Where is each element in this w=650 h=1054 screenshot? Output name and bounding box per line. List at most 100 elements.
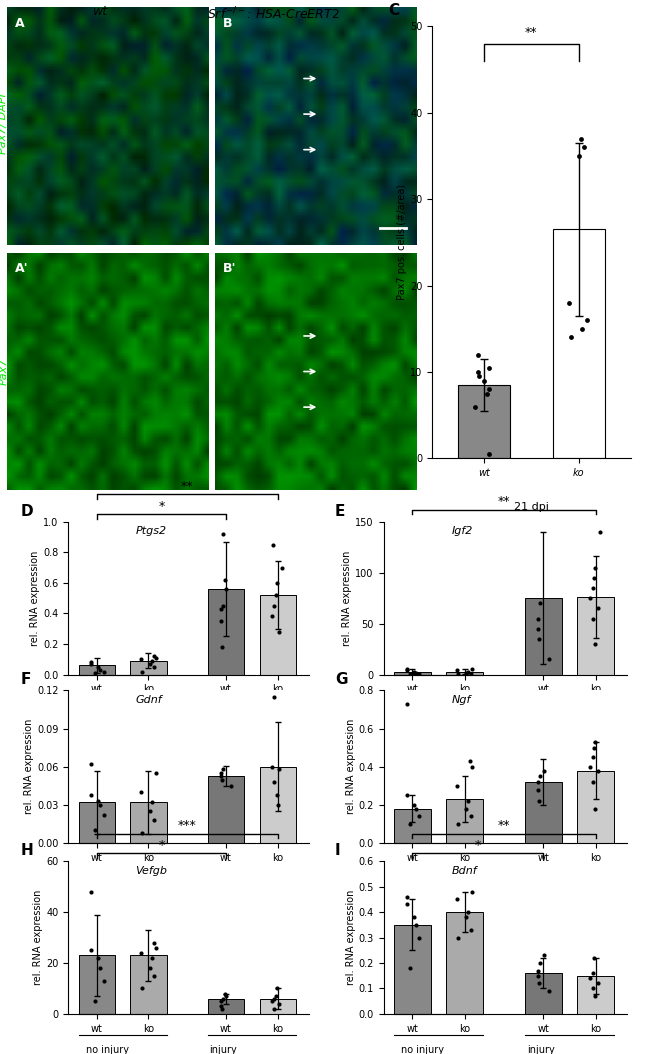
Point bbox=[136, 944, 146, 961]
Point bbox=[136, 824, 147, 841]
Point bbox=[272, 574, 282, 591]
Point bbox=[145, 959, 155, 976]
Point bbox=[588, 748, 598, 765]
Point bbox=[590, 800, 600, 817]
Text: ***: *** bbox=[178, 819, 196, 832]
Point bbox=[534, 975, 544, 992]
Point bbox=[452, 778, 462, 795]
Point bbox=[99, 806, 109, 823]
Point bbox=[579, 139, 590, 156]
Point bbox=[136, 784, 146, 801]
Point bbox=[95, 662, 105, 679]
Point bbox=[452, 930, 463, 946]
Text: G: G bbox=[335, 672, 347, 687]
Point bbox=[474, 368, 484, 385]
Point bbox=[221, 988, 231, 1004]
Point bbox=[151, 939, 161, 956]
Point bbox=[577, 320, 588, 337]
Point bbox=[414, 808, 424, 825]
Bar bbox=[259, 596, 296, 675]
Text: injury: injury bbox=[209, 1045, 237, 1054]
Bar bbox=[525, 782, 562, 843]
Point bbox=[573, 148, 584, 164]
Text: injury: injury bbox=[527, 1045, 554, 1054]
Point bbox=[216, 993, 226, 1010]
Point bbox=[411, 800, 421, 817]
Point bbox=[535, 768, 545, 785]
Bar bbox=[394, 924, 431, 1014]
Point bbox=[484, 446, 495, 463]
Point bbox=[99, 663, 109, 680]
Point bbox=[86, 942, 97, 959]
Bar bbox=[394, 808, 431, 843]
Text: injury: injury bbox=[527, 874, 554, 883]
Point bbox=[588, 950, 599, 967]
Point bbox=[575, 131, 586, 148]
Bar bbox=[577, 770, 614, 843]
Point bbox=[86, 883, 97, 900]
Point bbox=[220, 985, 230, 1002]
Point bbox=[402, 787, 412, 804]
Text: no injury: no injury bbox=[401, 705, 445, 715]
Point bbox=[535, 955, 545, 972]
Point bbox=[585, 759, 595, 776]
Point bbox=[136, 650, 146, 668]
Y-axis label: rel. RNA expression: rel. RNA expression bbox=[346, 890, 356, 985]
Bar bbox=[79, 802, 115, 843]
Point bbox=[218, 598, 228, 614]
Point bbox=[151, 649, 161, 666]
Point bbox=[146, 950, 157, 967]
Bar bbox=[577, 976, 614, 1014]
Bar bbox=[79, 955, 115, 1014]
Bar bbox=[394, 671, 431, 675]
Y-axis label: rel. RNA expression: rel. RNA expression bbox=[343, 550, 352, 646]
Point bbox=[269, 991, 280, 1008]
Text: Ptgs2: Ptgs2 bbox=[136, 526, 166, 536]
Point bbox=[218, 991, 228, 1008]
Text: Gdnf: Gdnf bbox=[136, 695, 162, 705]
Point bbox=[221, 581, 231, 598]
Bar bbox=[259, 767, 296, 843]
Text: *: * bbox=[158, 500, 164, 512]
Bar bbox=[130, 802, 166, 843]
Text: A: A bbox=[14, 17, 24, 30]
Point bbox=[588, 580, 598, 597]
Y-axis label: Pax7 pos. cells (#/area): Pax7 pos. cells (#/area) bbox=[397, 184, 408, 300]
Point bbox=[592, 600, 603, 617]
Point bbox=[585, 970, 595, 987]
Bar bbox=[577, 598, 614, 675]
Y-axis label: rel. RNA expression: rel. RNA expression bbox=[33, 890, 44, 985]
Point bbox=[149, 968, 159, 984]
Point bbox=[218, 526, 228, 543]
Text: no injury: no injury bbox=[401, 1045, 445, 1054]
Y-axis label: rel. RNA expression: rel. RNA expression bbox=[346, 719, 356, 815]
Point bbox=[277, 559, 287, 575]
Bar bbox=[259, 999, 296, 1014]
Point bbox=[270, 587, 281, 604]
Point bbox=[269, 688, 280, 705]
Point bbox=[216, 767, 226, 784]
Point bbox=[582, 312, 592, 329]
Text: **: ** bbox=[525, 26, 538, 39]
Point bbox=[220, 571, 230, 588]
Bar bbox=[458, 385, 510, 458]
Point bbox=[465, 753, 475, 769]
Point bbox=[86, 653, 97, 670]
Text: Ngf: Ngf bbox=[452, 695, 471, 705]
Point bbox=[452, 891, 462, 907]
Point bbox=[411, 664, 421, 681]
Point bbox=[539, 503, 549, 520]
Point bbox=[461, 800, 471, 817]
Point bbox=[452, 662, 462, 679]
Bar bbox=[79, 665, 115, 675]
Point bbox=[405, 666, 415, 683]
Point bbox=[409, 797, 419, 814]
Point bbox=[595, 524, 606, 541]
Point bbox=[216, 601, 226, 618]
Point bbox=[592, 762, 603, 779]
Bar bbox=[208, 776, 244, 843]
Point bbox=[267, 759, 278, 776]
Point bbox=[484, 380, 494, 397]
Point bbox=[533, 968, 543, 984]
Text: A': A' bbox=[14, 262, 28, 275]
